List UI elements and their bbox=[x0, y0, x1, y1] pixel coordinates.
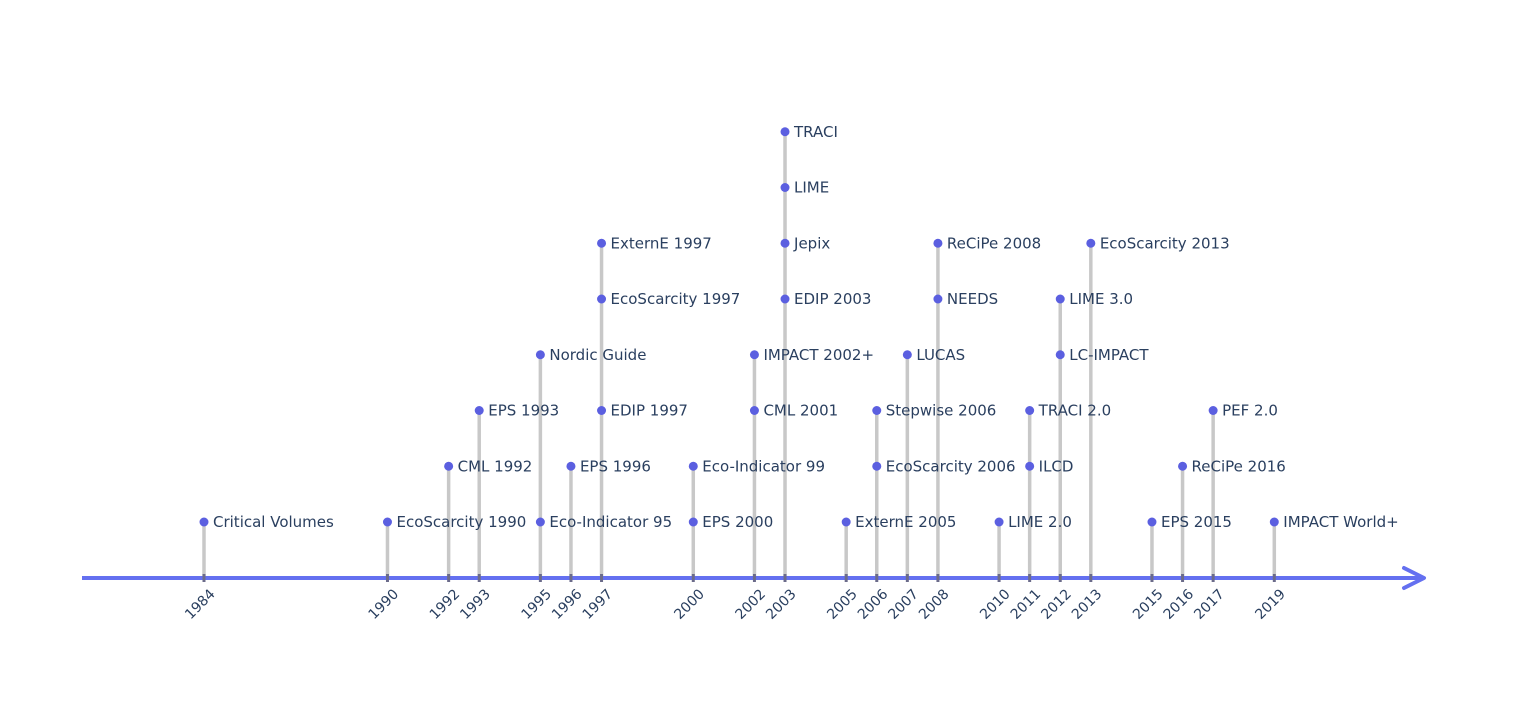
tick-label: 1995 bbox=[518, 586, 555, 623]
event-marker bbox=[841, 517, 851, 527]
event-label: Eco-Indicator 95 bbox=[549, 513, 672, 531]
event-label: Jepix bbox=[793, 234, 830, 252]
event-label: Critical Volumes bbox=[213, 513, 334, 531]
event-label: EcoScarcity 1990 bbox=[396, 513, 526, 531]
event-label: EDIP 2003 bbox=[794, 290, 871, 308]
event-marker bbox=[597, 238, 607, 248]
event-label: EcoScarcity 1997 bbox=[611, 290, 741, 308]
tick-label: 2019 bbox=[1252, 586, 1289, 623]
event-label: CML 1992 bbox=[458, 457, 533, 475]
tick-label: 2013 bbox=[1069, 586, 1106, 623]
tick-label: 2011 bbox=[1008, 586, 1045, 623]
event-label: LUCAS bbox=[916, 346, 965, 364]
event-label: ReCiPe 2016 bbox=[1192, 457, 1286, 475]
event-label: Nordic Guide bbox=[549, 346, 646, 364]
event-label: EcoScarcity 2013 bbox=[1100, 234, 1230, 252]
event-marker bbox=[566, 461, 576, 471]
event-label: EPS 2015 bbox=[1161, 513, 1232, 531]
event-label: IMPACT 2002+ bbox=[763, 346, 874, 364]
tick-label: 1990 bbox=[366, 586, 403, 623]
event-label: ILCD bbox=[1039, 457, 1074, 475]
event-label: IMPACT World+ bbox=[1283, 513, 1398, 531]
tick-label: 2012 bbox=[1038, 586, 1075, 623]
tick-label: 1993 bbox=[457, 586, 494, 623]
event-marker bbox=[1055, 294, 1065, 304]
event-marker bbox=[749, 406, 759, 415]
event-marker bbox=[1269, 517, 1279, 527]
event-label: EPS 1993 bbox=[488, 402, 559, 420]
event-marker bbox=[902, 350, 912, 360]
event-label: CML 2001 bbox=[763, 402, 838, 420]
event-label: LC-IMPACT bbox=[1069, 346, 1149, 364]
event-label: Eco-Indicator 99 bbox=[702, 457, 825, 475]
event-label: LIME 3.0 bbox=[1069, 290, 1133, 308]
event-label: NEEDS bbox=[947, 290, 998, 308]
tick-label: 2017 bbox=[1191, 586, 1228, 623]
event-marker bbox=[872, 406, 882, 415]
tick-label: 2016 bbox=[1161, 586, 1198, 623]
event-marker bbox=[1025, 406, 1035, 415]
event-label: PEF 2.0 bbox=[1222, 402, 1278, 420]
event-label: EcoScarcity 2006 bbox=[886, 457, 1016, 475]
event-label: ExternE 2005 bbox=[855, 513, 956, 531]
event-marker bbox=[780, 127, 790, 137]
event-label: ReCiPe 2008 bbox=[947, 234, 1041, 252]
event-marker bbox=[382, 517, 392, 527]
event-marker bbox=[749, 350, 759, 360]
points-layer: Critical Volumes EcoScarcity 1990 CML 1992… bbox=[199, 123, 1399, 531]
event-marker bbox=[688, 461, 698, 471]
event-marker bbox=[597, 294, 607, 304]
event-marker bbox=[780, 294, 790, 304]
event-marker bbox=[535, 517, 545, 527]
event-marker bbox=[933, 238, 943, 248]
tick-label: 2010 bbox=[977, 586, 1014, 623]
event-label: TRACI 2.0 bbox=[1038, 402, 1112, 420]
event-marker bbox=[1208, 406, 1218, 415]
event-marker bbox=[872, 461, 882, 471]
event-marker bbox=[1178, 461, 1188, 471]
tick-label: 1984 bbox=[182, 586, 219, 623]
event-marker bbox=[1086, 238, 1096, 248]
event-marker bbox=[1147, 517, 1157, 527]
event-label: ExternE 1997 bbox=[611, 234, 712, 252]
tick-label: 1996 bbox=[549, 586, 586, 623]
event-marker bbox=[444, 461, 454, 471]
axis-arrow-icon bbox=[1402, 566, 1426, 590]
tick-label: 2005 bbox=[824, 586, 861, 623]
event-label: LIME bbox=[794, 179, 829, 197]
tick-label: 2006 bbox=[855, 586, 892, 623]
event-label: LIME 2.0 bbox=[1008, 513, 1072, 531]
event-label: Stepwise 2006 bbox=[886, 402, 997, 420]
event-marker bbox=[597, 406, 607, 415]
tick-label: 2008 bbox=[916, 586, 953, 623]
event-marker bbox=[933, 294, 943, 304]
event-marker bbox=[1025, 461, 1035, 471]
event-label: EPS 1996 bbox=[580, 457, 651, 475]
event-marker bbox=[199, 517, 209, 527]
event-marker bbox=[780, 183, 790, 192]
event-marker bbox=[535, 350, 545, 360]
time-axis bbox=[82, 566, 1426, 590]
event-marker bbox=[688, 517, 698, 527]
tick-label: 2003 bbox=[763, 586, 800, 623]
event-label: EDIP 1997 bbox=[611, 402, 688, 420]
event-marker bbox=[780, 238, 790, 248]
event-marker bbox=[474, 406, 484, 415]
event-label: TRACI bbox=[793, 123, 838, 141]
tick-label: 1997 bbox=[580, 586, 617, 623]
event-label: EPS 2000 bbox=[702, 513, 773, 531]
tick-label: 1992 bbox=[427, 586, 464, 623]
event-marker bbox=[1055, 350, 1065, 360]
tick-label: 2000 bbox=[671, 586, 708, 623]
tick-label: 2002 bbox=[733, 586, 770, 623]
event-marker bbox=[994, 517, 1004, 527]
tick-label: 2015 bbox=[1130, 586, 1167, 623]
tick-label: 2007 bbox=[885, 586, 922, 623]
